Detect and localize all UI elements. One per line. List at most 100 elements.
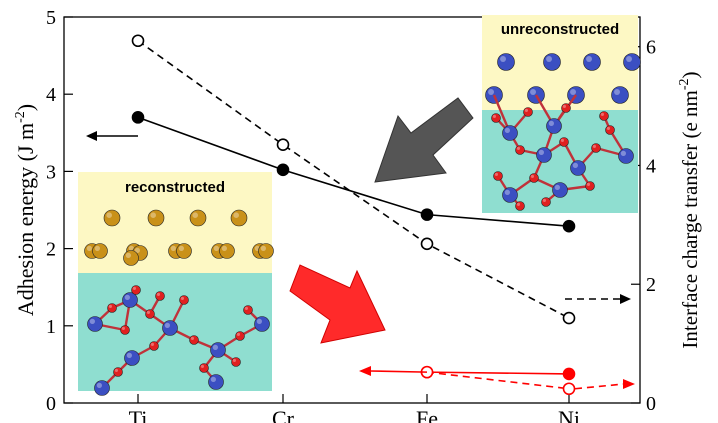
top-atom	[543, 53, 561, 71]
oxygen-atom-highlight	[562, 104, 566, 109]
x-tick-label: Cr	[272, 406, 295, 423]
gold-atom-highlight	[213, 245, 219, 251]
substrate-atom-highlight	[164, 322, 170, 328]
series-line	[137, 116, 570, 228]
top-atom-highlight	[626, 56, 633, 63]
data-point	[562, 219, 576, 233]
top-atom-highlight	[500, 56, 506, 63]
top-atom-highlight	[530, 89, 537, 95]
oxygen-atom	[529, 173, 539, 183]
gold-atom-highlight	[178, 245, 184, 251]
oxygen-atom	[585, 181, 595, 191]
oxygen-atom-highlight	[190, 336, 194, 340]
oxygen-atom	[107, 303, 117, 313]
substrate-atom-highlight	[554, 184, 560, 190]
oxygen-atom	[491, 113, 501, 123]
unreconstructed-inset: unreconstructed	[482, 15, 641, 213]
series-line	[426, 371, 570, 390]
left-y-axis-label: Adhesion energy (J m-2)	[13, 104, 38, 316]
substrate-atom	[94, 380, 110, 396]
oxygen-atom	[189, 335, 199, 345]
substrate-atom-highlight	[548, 120, 554, 126]
substrate-atom	[570, 160, 586, 176]
gold-atom	[123, 250, 139, 266]
oxygen-atom-highlight	[542, 198, 546, 202]
right-y-tick-label: 4	[646, 155, 656, 177]
gold-atom-highlight	[94, 245, 100, 251]
substrate-atom	[210, 342, 226, 358]
left-axis-arrowhead-black	[86, 131, 97, 141]
substrate-atom-highlight	[504, 127, 510, 133]
gold-atom	[176, 243, 192, 259]
oxygen-atom	[605, 125, 615, 135]
unreconstructed-label: unreconstructed	[501, 21, 619, 38]
oxygen-atom	[541, 197, 551, 207]
oxygen-atom	[120, 325, 130, 335]
substrate-atom	[552, 182, 568, 198]
left-y-tick-label: 2	[46, 239, 56, 261]
substrate-atom	[536, 147, 552, 163]
gold-atom	[103, 209, 121, 227]
unreconstructed-atoms	[485, 53, 641, 211]
reconstructed-atoms	[84, 209, 274, 396]
oxygen-atom	[179, 295, 189, 305]
gold-atom-highlight	[170, 245, 176, 251]
oxygen-atom	[523, 107, 533, 117]
data-point	[420, 237, 434, 251]
gold-atom-highlight	[192, 212, 198, 218]
left-y-tick-label: 1	[46, 316, 56, 338]
substrate-atom-highlight	[126, 352, 132, 358]
oxygen-atom-highlight	[600, 112, 604, 117]
substrate-atom-highlight	[124, 294, 130, 300]
top-atom	[623, 53, 641, 71]
gold-atom-highlight	[125, 252, 131, 258]
top-atom	[611, 86, 629, 104]
substrate-atom	[546, 118, 562, 134]
gold-atom	[92, 243, 108, 259]
left-y-tick-label: 4	[46, 84, 56, 106]
oxygen-atom	[561, 103, 571, 113]
top-atom	[497, 53, 515, 71]
plot-frame	[63, 16, 641, 404]
top-atom-highlight	[570, 89, 577, 95]
oxygen-atom	[199, 363, 209, 373]
oxygen-atom-highlight	[524, 108, 528, 113]
substrate-atom-highlight	[620, 150, 626, 156]
gold-atom-highlight	[150, 212, 156, 218]
oxygen-atom-highlight	[114, 368, 119, 372]
substrate-atom-highlight	[572, 162, 578, 168]
substrate-atom	[124, 350, 140, 366]
oxygen-atom-highlight	[606, 126, 610, 130]
substrate-atom	[208, 374, 224, 390]
gold-atom	[147, 209, 165, 227]
substrate-atom	[162, 320, 178, 336]
oxygen-atom	[235, 331, 245, 341]
oxygen-atom-highlight	[516, 202, 520, 206]
substrate-atom	[87, 316, 103, 332]
oxygen-atom-highlight	[516, 146, 520, 150]
gold-atom-highlight	[128, 245, 134, 251]
right-y-tick-label: 2	[646, 274, 656, 296]
red-left-arrow-line	[369, 370, 428, 373]
x-tick-label: Fe	[416, 406, 438, 423]
x-axis: Ti Cr Fe Ni	[129, 394, 580, 423]
oxygen-atom-highlight	[156, 292, 160, 296]
substrate-atom-highlight	[212, 344, 218, 350]
gold-atom-highlight	[86, 245, 92, 251]
reconstructed-inset: reconstructed	[78, 172, 274, 396]
top-atom-highlight	[614, 89, 621, 95]
gold-atom	[258, 243, 274, 259]
right-y-axis-label: Interface charge transfer (e nm-2)	[677, 71, 702, 348]
data-point	[562, 311, 576, 325]
right-axis-arrowhead-red	[623, 379, 635, 389]
substrate-atom-highlight	[210, 376, 216, 382]
oxygen-atom	[131, 285, 141, 295]
top-atom	[583, 53, 601, 71]
series-layer	[131, 34, 625, 396]
oxygen-atom	[599, 111, 609, 121]
gold-atom	[189, 209, 207, 227]
data-point	[562, 382, 576, 396]
substrate-atom	[254, 316, 270, 332]
data-point	[276, 138, 290, 151]
